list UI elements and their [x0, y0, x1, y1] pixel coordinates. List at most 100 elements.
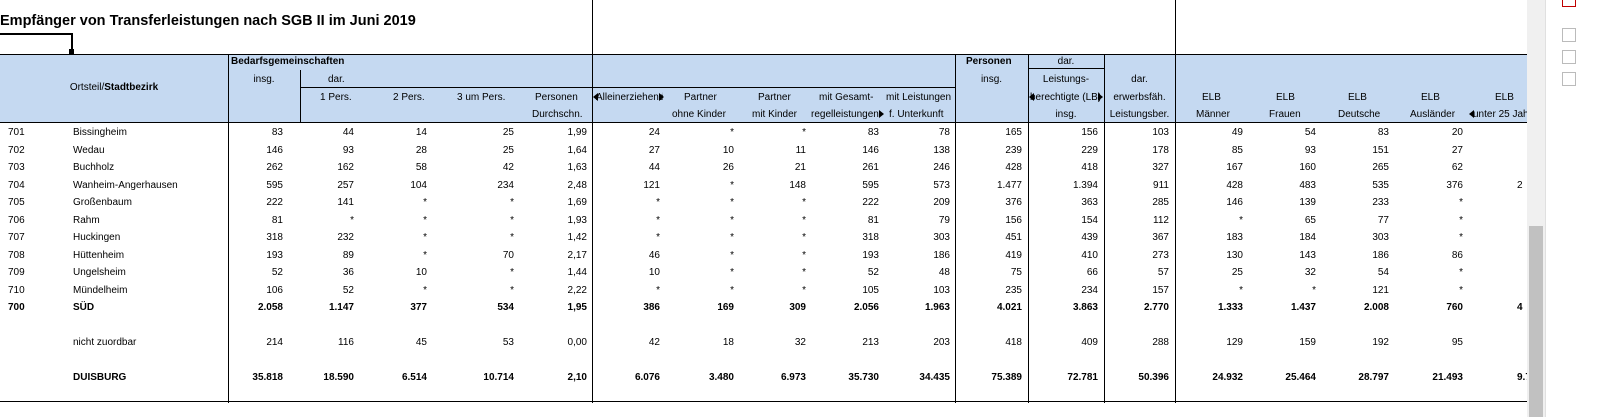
panel-tool-icon[interactable]: [1562, 72, 1576, 86]
table-cell: *: [423, 214, 427, 226]
table-cell: 911: [1153, 179, 1169, 191]
table-cell: 377: [410, 302, 427, 313]
table-cell: 6.076: [634, 372, 660, 383]
fill-handle[interactable]: [69, 49, 74, 54]
col-lb-3: insg.: [1055, 109, 1077, 120]
table-cell: 35.730: [848, 372, 879, 383]
table-cell: *: [802, 214, 806, 226]
table-cell: 25: [502, 144, 514, 156]
table-cell: 25: [1231, 267, 1243, 278]
table-cell: 95: [1451, 337, 1463, 348]
table-cell: 535: [1372, 179, 1389, 191]
overflow-left-arrow: [1469, 110, 1474, 118]
table-cell: 273: [1152, 249, 1169, 261]
table-cell: 418: [1005, 337, 1022, 348]
table-cell: 65: [1304, 214, 1316, 226]
table-cell: 192: [1372, 337, 1389, 348]
col-erw-2: Leistungsber.: [1109, 109, 1170, 120]
area-header: Ortsteil/Stadtbezirk: [69, 82, 159, 93]
table-cell: 213: [862, 337, 879, 348]
scrollbar-thumb[interactable]: [1529, 226, 1543, 417]
panel-tool-icon[interactable]: [1562, 50, 1576, 64]
table-cell: 234: [497, 179, 514, 191]
table-cell: 386: [643, 302, 660, 313]
row-name: Wanheim-Angerhausen: [73, 179, 178, 191]
table-cell: 54: [1377, 267, 1389, 278]
col-3pers: 3 um Pers.: [457, 92, 506, 103]
table-cell: 44: [342, 127, 354, 138]
table-cell: *: [510, 214, 514, 226]
table-cell: 9.7: [1517, 372, 1531, 383]
table-cell: 233: [1372, 197, 1389, 208]
col-partner-ok-2: ohne Kinder: [672, 109, 726, 120]
panel-tool-icon[interactable]: [1562, 28, 1576, 42]
col-gesamt-2-clip: regelleistungen: [811, 108, 885, 121]
table-cell: 410: [1081, 249, 1098, 261]
vline-area: [228, 55, 229, 403]
selected-cell-border-right: [71, 33, 73, 53]
table-cell: 1,69: [567, 197, 587, 208]
table-cell: 121: [643, 179, 660, 191]
table-cell: 156: [1081, 127, 1098, 138]
table-cell: 1,44: [567, 267, 587, 278]
bg-insg-header: insg.: [253, 74, 275, 85]
table-cell: 178: [1152, 144, 1169, 156]
table-cell: 11: [795, 144, 806, 156]
table-cell: *: [423, 232, 427, 243]
table-cell: *: [1459, 267, 1463, 278]
table-cell: 32: [1304, 267, 1316, 278]
table-cell: *: [656, 232, 660, 243]
table-cell: 265: [1372, 162, 1389, 173]
table-cell: *: [730, 127, 734, 138]
table-cell: 2,48: [567, 179, 587, 191]
table-cell: 595: [862, 179, 879, 191]
table-cell: 318: [862, 232, 879, 243]
table-cell: 146: [266, 144, 283, 156]
erw-dar-header: dar.: [1131, 74, 1148, 85]
table-cell: 27: [648, 144, 660, 156]
col-elb5-1: ELB: [1495, 92, 1514, 103]
col-lb-2: berechtigte (LB): [1030, 92, 1102, 103]
table-cell: 42: [648, 337, 660, 348]
table-cell: 239: [1005, 144, 1022, 156]
table-cell: *: [730, 214, 734, 226]
table-cell: 58: [415, 162, 427, 173]
table-cell: 116: [338, 337, 354, 348]
table-cell: *: [656, 214, 660, 226]
row-name: Bissingheim: [73, 127, 127, 138]
table-cell: 376: [1446, 179, 1463, 191]
col-leist-2: f. Unterkunft: [889, 109, 944, 120]
col-erw-1: erwerbsfäh.: [1113, 92, 1166, 103]
table-cell: *: [1312, 284, 1316, 296]
table-cell: *: [1459, 197, 1463, 208]
table-bottom-line: [0, 401, 1530, 402]
table-cell: 156: [1005, 214, 1022, 226]
table-cell: 2.056: [853, 302, 879, 313]
table-cell: 1,64: [567, 144, 587, 156]
row-code: 701: [8, 127, 25, 138]
table-cell: 27: [1451, 144, 1463, 156]
table-cell: *: [802, 197, 806, 208]
table-cell: 50.396: [1138, 372, 1169, 383]
table-cell: 83: [867, 127, 879, 138]
table-cell: *: [1459, 232, 1463, 243]
table-cell: 186: [1372, 249, 1389, 261]
row-name: Ungelsheim: [73, 267, 126, 278]
side-panel: [1545, 0, 1613, 417]
row-name: DUISBURG: [73, 372, 127, 383]
pers-insg-header: insg.: [980, 74, 1003, 85]
table-cell: 104: [410, 179, 427, 191]
table-cell: 186: [933, 249, 950, 261]
selected-cell-border-top: [0, 33, 72, 35]
table-cell: 10: [722, 144, 734, 156]
table-cell: 318: [266, 232, 283, 243]
table-cell: 367: [1152, 232, 1169, 243]
table-cell: 154: [1081, 214, 1098, 226]
table-cell: *: [802, 267, 806, 278]
table-cell: 2,17: [567, 249, 587, 261]
table-cell: 4.021: [996, 302, 1022, 313]
col-gesamt-2: regelleistungen: [811, 109, 879, 120]
sheet-title: Empfänger von Transferleistungen nach SG…: [0, 13, 416, 29]
table-cell: 159: [1299, 337, 1316, 348]
panel-close-icon[interactable]: [1562, 0, 1576, 7]
